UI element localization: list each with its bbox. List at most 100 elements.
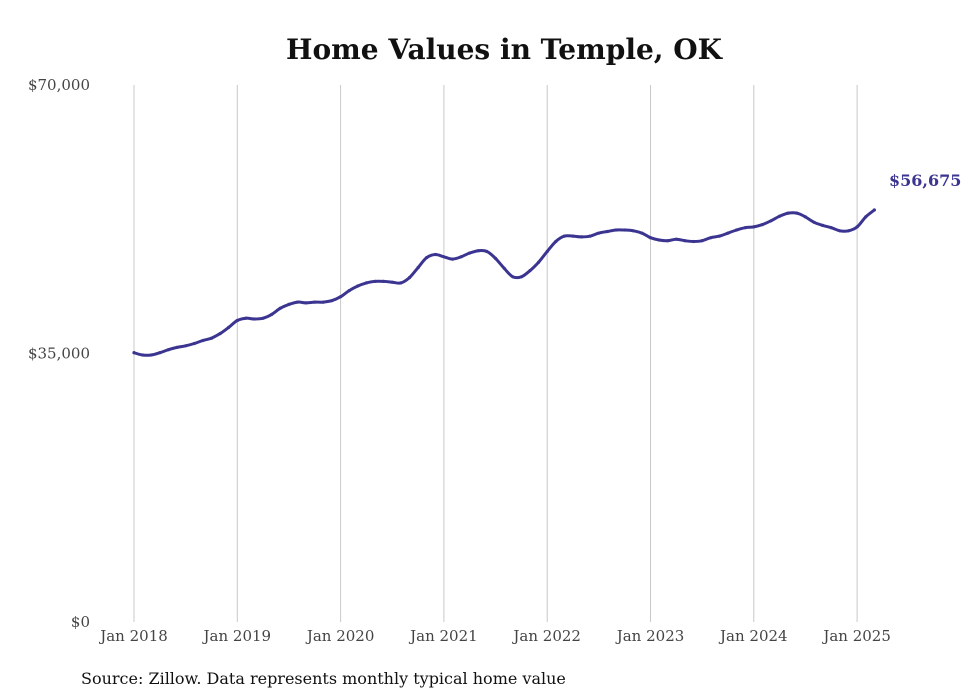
data-point [296,300,300,304]
data-point [175,345,179,349]
data-point [476,249,480,253]
data-point [382,279,386,283]
y-tick-label: $70,000 [28,76,90,94]
last-value-label: $56,675 [889,171,961,190]
data-point [700,239,704,243]
data-point [829,226,833,230]
data-point [683,239,687,243]
data-point [545,249,549,254]
data-point [373,279,377,283]
data-point [252,317,257,321]
data-point [399,281,403,285]
data-point [416,266,420,270]
data-point [511,275,515,279]
data-point [364,281,368,285]
data-point [321,300,325,304]
data-point [640,231,644,235]
data-point [141,353,145,357]
data-point [278,306,282,310]
data-point [209,336,214,340]
y-axis-ticks: $0 $35,000 $70,000 [28,76,90,631]
data-point [227,325,231,329]
data-point [166,348,170,352]
data-point [769,219,773,223]
data-point [691,239,696,244]
data-point [666,239,670,243]
data-point [631,229,635,233]
data-point [313,300,317,304]
data-point [425,256,429,260]
data-point [407,276,412,280]
data-point [812,220,816,224]
data-point [192,341,196,346]
series-layer [132,208,876,357]
data-point [270,312,274,316]
source-note: Source: Zillow. Data represents monthly … [81,669,566,688]
data-point [347,289,351,293]
x-tick-label: Jan 2024 [718,627,788,645]
series-line [132,208,876,357]
data-point [709,236,713,240]
data-point [580,235,584,239]
data-point [571,234,575,238]
data-point [450,257,455,261]
data-point [244,316,248,320]
data-point [648,236,653,240]
gridlines [133,85,858,622]
data-point [588,234,592,238]
data-point [597,231,601,235]
data-point [717,234,722,238]
data-point [537,260,541,264]
data-point [356,284,360,288]
x-tick-label: Jan 2018 [98,627,168,645]
data-point [218,332,222,336]
data-point [795,211,799,215]
data-point [287,302,291,306]
data-point [330,299,334,303]
data-point [562,234,567,238]
data-point [623,228,627,232]
data-point [459,255,463,259]
data-point [872,208,876,212]
data-point [485,249,489,254]
data-point [442,255,446,259]
data-point [674,237,678,241]
data-point [390,280,394,284]
data-point [493,256,498,260]
data-point [786,211,790,215]
data-point [838,229,842,233]
x-tick-label: Jan 2019 [202,627,272,645]
data-point [304,301,308,305]
data-point [519,275,524,279]
data-point [752,225,756,229]
x-tick-label: Jan 2023 [615,627,685,645]
data-point [235,318,239,323]
data-point [339,295,343,299]
x-tick-label: Jan 2022 [511,627,581,645]
x-tick-label: Jan 2025 [821,627,891,645]
data-point [846,229,851,233]
data-point [821,223,825,227]
x-axis-ticks: Jan 2018 Jan 2019 Jan 2020 Jan 2021 Jan 2022… [98,627,891,645]
data-point [760,223,765,227]
chart-title: Home Values in Temple, OK [286,33,724,66]
data-point [528,269,532,273]
data-point [158,351,162,355]
data-point [502,266,506,270]
data-point [657,238,661,242]
data-point [132,351,136,355]
data-point [433,252,437,257]
data-point [726,231,730,235]
data-point [803,215,808,219]
data-point [184,344,188,348]
data-point [614,228,618,232]
data-point [735,228,739,232]
data-point [864,215,868,219]
data-point [743,226,747,230]
data-point [778,214,782,218]
y-tick-label: $0 [71,613,90,631]
data-point [261,316,265,320]
y-tick-label: $35,000 [28,345,90,363]
data-point [605,229,610,234]
